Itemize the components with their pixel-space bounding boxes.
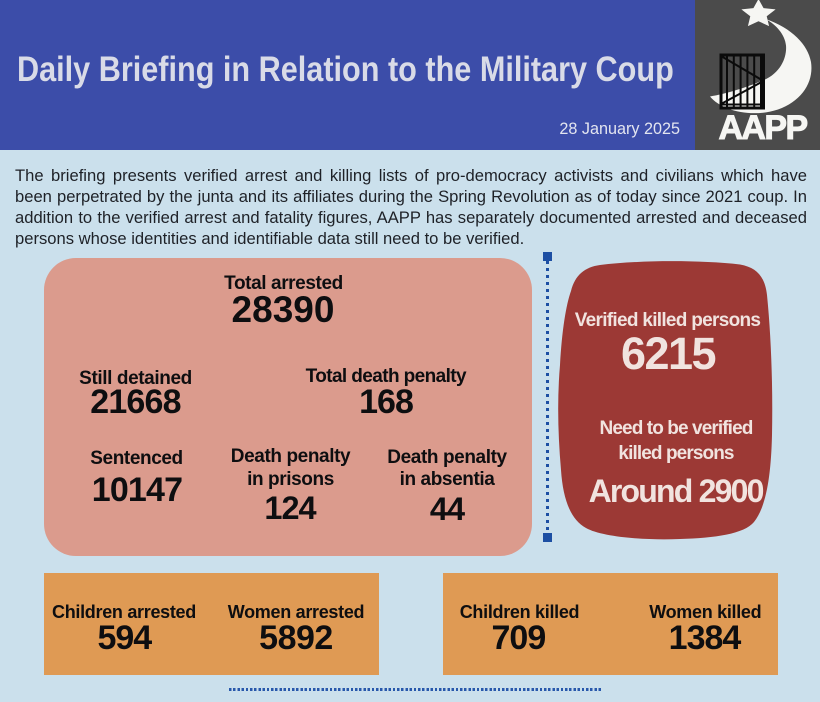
svg-text:AAPP: AAPP (718, 109, 807, 147)
